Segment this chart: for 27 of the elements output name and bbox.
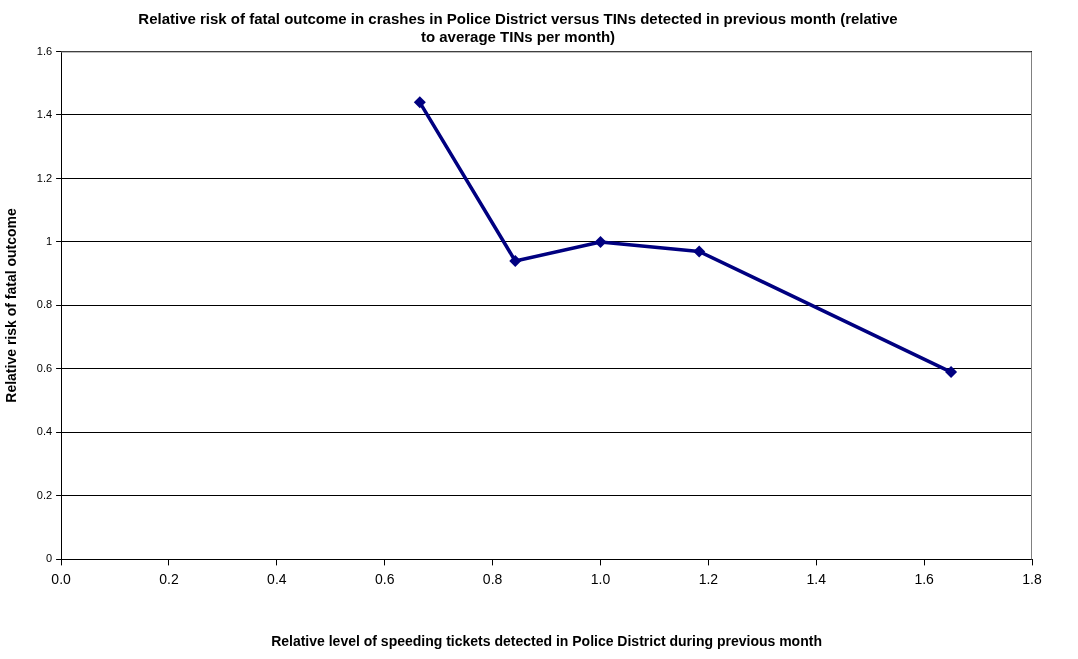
y-tick-label: 1.6 — [36, 44, 53, 57]
y-tick-label: 0.4 — [36, 425, 53, 438]
y-tick-label: 1.2 — [36, 171, 53, 184]
chart-title: Relative risk of fatal outcome in crashes in Police District versus TINs detected in previous month (relative to average TINs per month) — [138, 9, 898, 46]
x-tick-label: 0.8 — [482, 570, 503, 587]
point — [413, 96, 426, 109]
x-tick-label: 0.2 — [159, 570, 179, 587]
y-tick-label: 1 — [45, 234, 53, 247]
x-tick-label: 1.4 — [806, 570, 827, 587]
point — [594, 235, 607, 248]
y-tick-label: 0.6 — [36, 361, 53, 374]
y-tick-label: 0 — [45, 552, 53, 565]
y-tick-label: 0.2 — [36, 488, 53, 501]
y-tick-label: 1.4 — [36, 108, 53, 121]
point — [509, 255, 522, 268]
x-tick-label: 1.8 — [1022, 570, 1042, 587]
y-tick-label: 0.8 — [36, 298, 53, 311]
x-tick-label: 0.6 — [374, 570, 395, 587]
point — [693, 245, 706, 258]
x-tick-label: 1.0 — [590, 570, 611, 587]
y-axis-title: Relative risk of fatal outcome — [3, 207, 20, 403]
x-tick-label: 0.4 — [267, 570, 287, 587]
x-axis-title: Relative level of speeding tickets detected in Police District during previous month — [271, 633, 822, 650]
x-tick-label: 1.2 — [698, 570, 719, 587]
point — [945, 366, 958, 379]
x-tick-label: 1.6 — [914, 570, 935, 587]
x-tick-label: 0.0 — [51, 570, 72, 587]
